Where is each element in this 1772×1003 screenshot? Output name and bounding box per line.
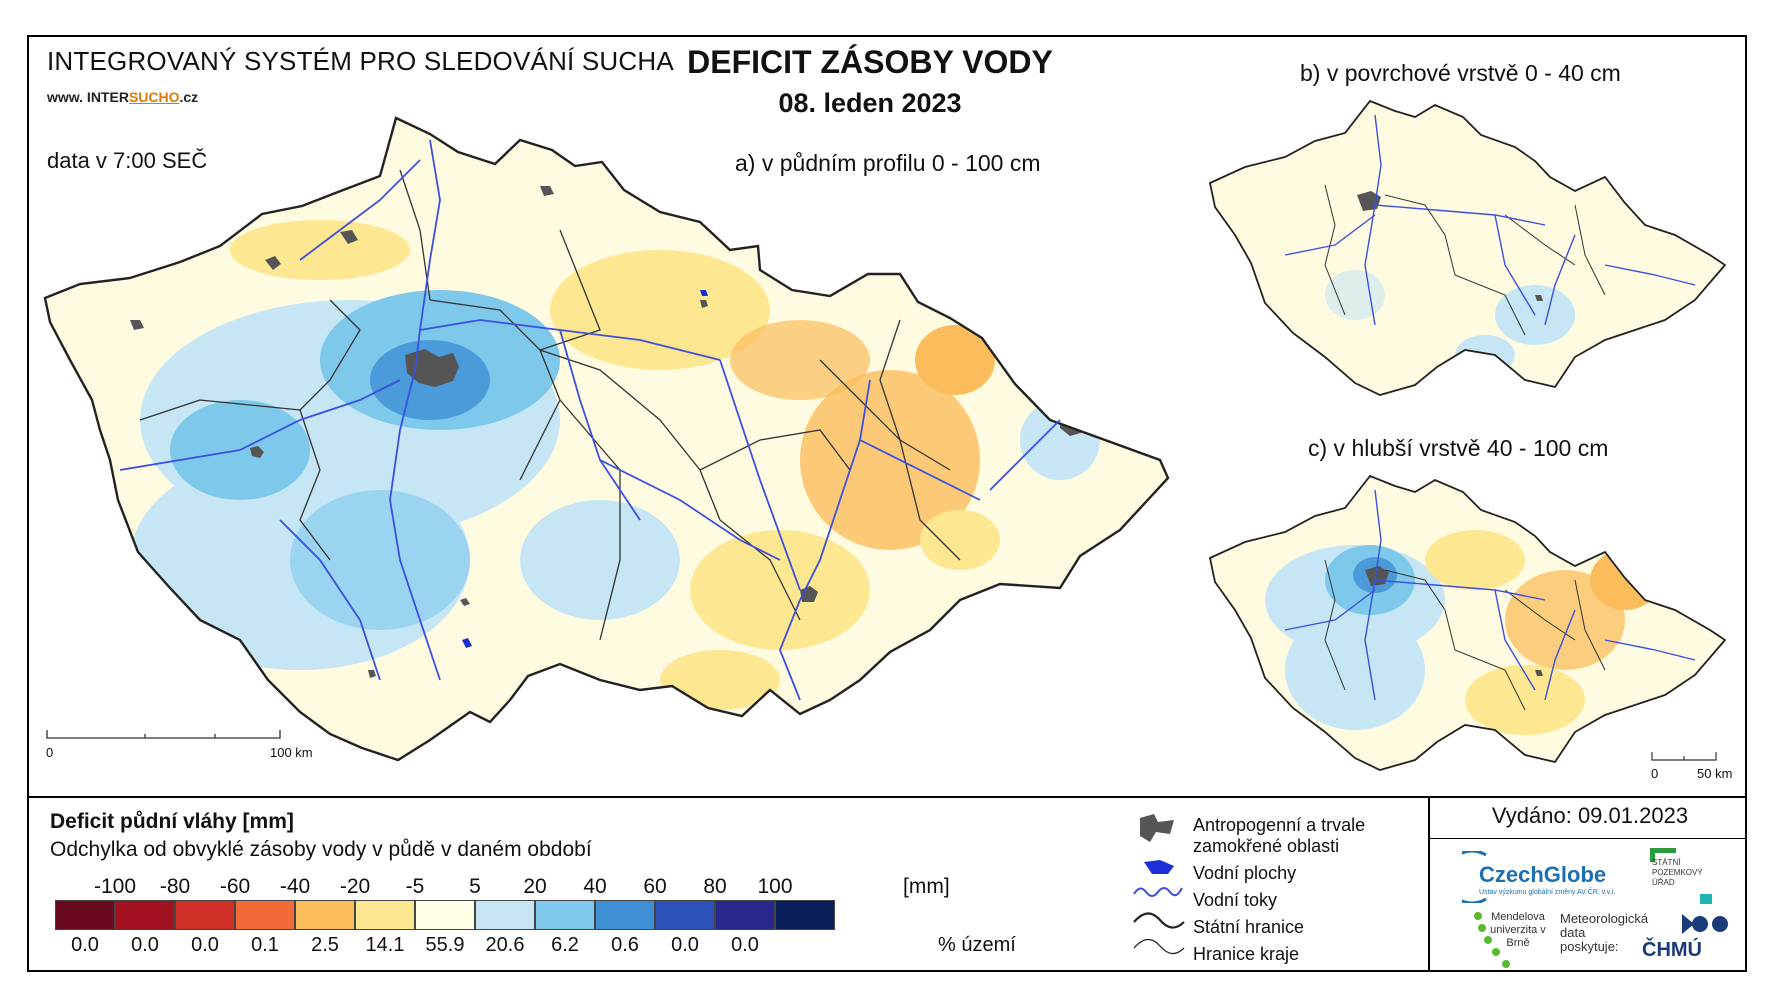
legend-subtitle: Odchylka od obvyklé zásoby vody v půdě v… (50, 838, 592, 861)
legend-percent: 0.0 (671, 934, 699, 956)
map-c-title: c) v hlubší vrstvě 40 - 100 cm (1308, 435, 1609, 461)
river-icon (1133, 887, 1183, 897)
scale-small-end: 50 km (1697, 766, 1733, 781)
legend-tick-label: 20 (523, 875, 547, 898)
legend-percent: 0.1 (251, 934, 279, 956)
legend-percent: 2.5 (311, 934, 339, 956)
website-suffix: .cz (179, 89, 199, 105)
water-body-icon (1144, 860, 1174, 874)
legend-swatch (355, 900, 415, 930)
symbol-rivers: Vodní toky (1193, 890, 1278, 910)
symbol-legend-icons (1133, 814, 1185, 955)
region-border-icon (1133, 938, 1185, 955)
scale-main-end: 100 km (270, 745, 313, 760)
legend-percent: 0.0 (131, 934, 159, 956)
legend-tick-label: -20 (339, 875, 371, 898)
legend-swatch (475, 900, 535, 930)
scale-main-zero: 0 (46, 745, 54, 760)
legend-swatch (55, 900, 115, 930)
website-brand: SUCHO (128, 89, 180, 105)
meteo-credit: Meteorologická data poskytuje: (1560, 911, 1649, 954)
symbol-water-bodies: Vodní plochy (1193, 863, 1297, 883)
legend-swatch (115, 900, 175, 930)
symbol-state-border: Státní hranice (1193, 917, 1305, 937)
legend-percent: 0.0 (731, 934, 759, 956)
chmu-logo: ČHMÚ (1642, 939, 1702, 961)
website-link[interactable]: www. INTERSUCHO.cz (47, 89, 198, 105)
legend-percent-unit: % území (938, 934, 1016, 956)
issued-separator (1428, 838, 1747, 839)
chmu-logo-icon (1682, 914, 1728, 934)
legend-unit: [mm] (903, 875, 950, 898)
legend-swatch (235, 900, 295, 930)
legend-tick-label: 80 (703, 875, 727, 898)
data-time: data v 7:00 SEČ (47, 148, 208, 173)
legend-separator (27, 796, 1747, 798)
legend-percent: 0.6 (611, 934, 639, 956)
legend-percent: 0.0 (191, 934, 219, 956)
legend-percent: 0.0 (71, 934, 99, 956)
czechglobe-logo: CzechGlobe (1479, 862, 1607, 887)
legend-tick-label: 40 (583, 875, 607, 898)
scale-small-zero: 0 (1651, 766, 1659, 781)
legend-swatch (175, 900, 235, 930)
legend-percent: 14.1 (365, 934, 405, 956)
legend-tick-label: -40 (279, 875, 311, 898)
main-title: DEFICIT ZÁSOBY VODY (687, 44, 1053, 80)
map-date: 08. leden 2023 (778, 88, 962, 118)
symbol-anthropogenic-line2: zamokřené oblasti (1193, 836, 1340, 856)
legend-tick-label: 60 (643, 875, 667, 898)
legend-swatch (295, 900, 355, 930)
issued-date: Vydáno: 09.01.2023 (1491, 803, 1689, 828)
legend-swatch (595, 900, 655, 930)
scale-bar-main (46, 730, 281, 739)
czechglobe-logo-icon (1462, 851, 1487, 903)
legend-percent: 20.6 (485, 934, 525, 956)
legend-tick-label: 5 (469, 875, 481, 898)
symbol-region-border: Hranice kraje (1193, 944, 1300, 964)
legend-tick-label: -5 (405, 875, 425, 898)
legend-percent: 55.9 (425, 934, 465, 956)
symbol-anthropogenic-line1: Antropogenní a trvale (1193, 815, 1366, 835)
czechglobe-subtitle: Ústav výzkumu globální změny AV ČR, v.v.… (1479, 889, 1616, 896)
legend-tick-label: -80 (159, 875, 191, 898)
legend-swatch (535, 900, 595, 930)
legend-tick-label: 100 (757, 875, 793, 898)
spu-logo-icon (1650, 848, 1676, 862)
state-border-icon (1133, 912, 1185, 929)
map-b (1208, 99, 1727, 396)
legend-tick-label: -100 (93, 875, 137, 898)
legend-percent: 6.2 (551, 934, 579, 956)
legend-swatch (415, 900, 475, 930)
map-b-title: b) v povrchové vrstvě 0 - 40 cm (1300, 60, 1621, 86)
legend-title: Deficit půdní vláhy [mm] (50, 810, 294, 833)
footer-separator (1428, 796, 1430, 972)
map-a-title: a) v půdním profilu 0 - 100 cm (735, 150, 1041, 176)
spu-teal-mark (1700, 894, 1712, 904)
system-title: INTEGROVANÝ SYSTÉM PRO SLEDOVÁNÍ SUCHA (47, 46, 674, 76)
legend-swatch (775, 900, 835, 930)
urban-area-icon (1140, 814, 1174, 842)
legend-swatch (655, 900, 715, 930)
legend-swatch (715, 900, 775, 930)
legend-tick-label: -60 (219, 875, 251, 898)
figure-frame (27, 35, 1747, 972)
mendel-logo: Mendelova univerzita v Brně (1490, 911, 1546, 949)
spu-logo: STÁTNÍ POZEMKOVÝ ÚŘAD (1652, 858, 1703, 887)
website-prefix: www. INTER (47, 89, 129, 105)
mendel-logo-icon (1474, 912, 1510, 968)
map-c (1208, 474, 1727, 771)
scale-bar-small (1651, 752, 1717, 761)
